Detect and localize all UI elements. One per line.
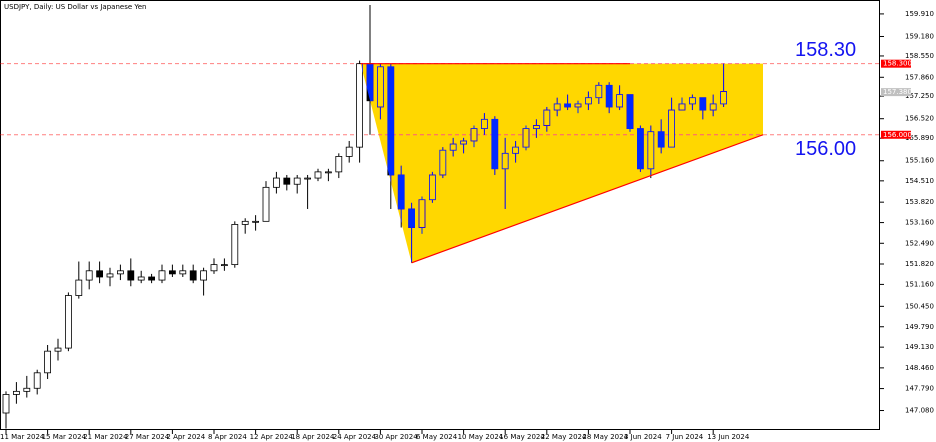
candle-body	[189, 270, 197, 281]
x-tick-label: 24 Apr 2024	[333, 433, 377, 441]
y-tick-label: 159.180	[905, 32, 934, 40]
candle-body	[210, 264, 218, 272]
candle-body	[356, 63, 364, 148]
candle-body	[179, 270, 187, 275]
level-tag-label: 156.000	[883, 131, 912, 139]
y-tick-label: 151.820	[905, 260, 934, 268]
candle-body	[220, 264, 228, 267]
candle-body	[241, 220, 249, 225]
x-tick-label: 8 Apr 2024	[208, 433, 247, 441]
y-tick-label: 154.510	[905, 177, 934, 185]
candle-body	[324, 171, 332, 174]
candle-body	[33, 372, 41, 389]
y-tick-label: 147.790	[905, 385, 934, 393]
x-tick-label: 10 May 2024	[458, 433, 504, 441]
x-tick-label: 11 Mar 2024	[0, 433, 45, 441]
x-tick-label: 18 Apr 2024	[291, 433, 335, 441]
candle-body	[200, 270, 208, 281]
x-tick-label: 22 May 2024	[541, 433, 587, 441]
candle-body	[262, 186, 270, 222]
y-tick-label: 158.550	[905, 52, 934, 60]
y-tick-label: 149.130	[905, 343, 934, 351]
candle-body	[23, 387, 31, 392]
level-tag	[881, 59, 911, 68]
candle-body	[293, 177, 301, 185]
x-tick-label: 15 Mar 2024	[42, 433, 87, 441]
candle-body	[231, 224, 239, 266]
y-tick-label: 157.250	[905, 92, 934, 100]
candle-body	[148, 276, 156, 281]
x-tick-label: 13 Jun 2024	[707, 433, 750, 441]
candle-body	[137, 276, 145, 281]
candle-body	[54, 347, 62, 352]
level-label: 158.30	[795, 39, 856, 61]
triangle-edge	[411, 134, 764, 264]
candle-body	[345, 146, 353, 157]
chart-title: USDJPY, Daily: US Dollar vs Japanese Yen	[4, 3, 146, 11]
price-tag-label: 157.380	[883, 88, 912, 96]
x-tick-label: 30 Apr 2024	[374, 433, 418, 441]
y-tick-label: 150.450	[905, 302, 934, 310]
candle-body	[283, 177, 291, 185]
y-tick-label: 157.860	[905, 73, 934, 81]
candle-body	[12, 390, 20, 395]
candle-body	[2, 394, 10, 414]
candle-body	[65, 295, 72, 349]
y-tick-label: 155.160	[905, 157, 934, 165]
x-tick-label: 3 Jun 2024	[624, 433, 662, 441]
candle-body	[127, 270, 135, 281]
x-tick-label: 6 May 2024	[416, 433, 458, 441]
candle-body	[117, 270, 124, 275]
y-tick-label: 147.080	[905, 407, 934, 415]
y-tick-label: 149.790	[905, 323, 934, 331]
x-tick-label: 21 Mar 2024	[83, 433, 128, 441]
level-tag	[881, 130, 911, 139]
candle-body	[335, 156, 343, 173]
candle-body	[96, 270, 103, 278]
candle-body	[85, 270, 93, 281]
x-tick-label: 2 Apr 2024	[166, 433, 205, 441]
candle-body	[106, 273, 114, 278]
candle-body	[304, 177, 312, 180]
level-label: 156.00	[795, 138, 856, 160]
y-tick-label: 155.890	[905, 134, 934, 142]
candle-body	[272, 177, 280, 188]
x-tick-label: 27 Mar 2024	[125, 433, 170, 441]
x-tick-label: 28 May 2024	[582, 433, 628, 441]
y-tick-label: 156.520	[905, 115, 934, 123]
y-tick-label: 151.160	[905, 280, 934, 288]
triangle-pattern	[360, 63, 763, 263]
candle-body	[158, 270, 166, 281]
candle-body	[252, 220, 260, 223]
level-tag-label: 158.300	[883, 60, 912, 68]
y-tick-label: 159.910	[905, 10, 934, 18]
candle-body	[75, 279, 83, 296]
x-tick-label: 16 May 2024	[499, 433, 545, 441]
y-tick-label: 152.490	[905, 239, 934, 247]
x-tick-label: 7 Jun 2024	[666, 433, 704, 441]
price-tag	[881, 88, 911, 97]
y-tick-label: 153.160	[905, 219, 934, 227]
y-tick-label: 148.460	[905, 364, 934, 372]
candle-body	[314, 171, 322, 179]
candle-body	[168, 270, 176, 275]
candle-body	[44, 350, 51, 374]
x-tick-label: 12 Apr 2024	[250, 433, 294, 441]
y-tick-label: 153.820	[905, 198, 934, 206]
